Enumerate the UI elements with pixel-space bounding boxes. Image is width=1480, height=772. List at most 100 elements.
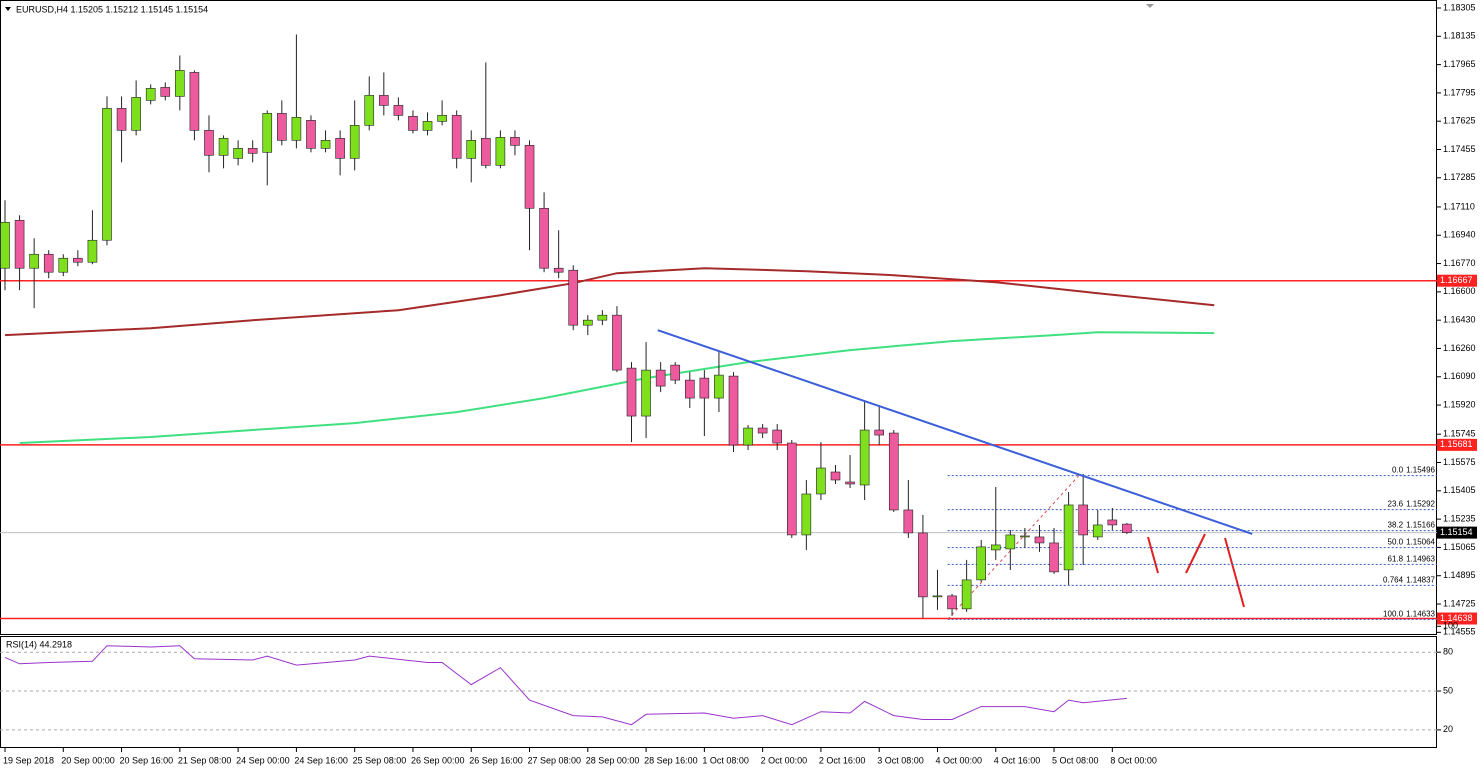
candle-body xyxy=(743,427,753,446)
candle-body xyxy=(379,95,389,106)
fib-level-name: 61.8 xyxy=(1388,555,1404,564)
y-tick-label: 1.17625 xyxy=(1443,116,1476,126)
candle-body xyxy=(597,314,608,321)
y-tick-label: 1.18305 xyxy=(1443,2,1476,12)
moving-average xyxy=(4,267,1215,337)
y-tick-label: 1.17965 xyxy=(1443,59,1476,69)
price-box-label: 1.15681 xyxy=(1440,439,1473,449)
candle-body xyxy=(29,253,39,269)
candle-body xyxy=(422,121,433,131)
candle-body xyxy=(189,72,200,131)
candle-body xyxy=(466,140,477,159)
shift-marker xyxy=(1146,4,1154,8)
y-tick-label: 1.15065 xyxy=(1443,542,1476,552)
arrow-stroke xyxy=(1224,537,1245,608)
candle-body xyxy=(626,367,637,417)
fib-level-name: 23.6 xyxy=(1388,500,1404,509)
y-tick-label: 1.16770 xyxy=(1443,258,1476,268)
x-tick-label: 26 Sep 16:00 xyxy=(469,755,523,765)
candle-body xyxy=(786,442,797,536)
candle-body xyxy=(582,319,593,326)
candle-body xyxy=(58,257,69,273)
y-tick-label: 1.15745 xyxy=(1443,429,1476,439)
candle-body xyxy=(116,108,127,131)
candle-body xyxy=(859,429,870,486)
candle-body xyxy=(670,364,681,381)
rsi-tick-label: 50 xyxy=(1443,685,1453,695)
candle-body xyxy=(772,429,783,444)
candle-body xyxy=(87,239,98,263)
x-tick-label: 3 Oct 08:00 xyxy=(877,755,924,765)
x-tick-label: 20 Sep 00:00 xyxy=(61,755,115,765)
fib-level-value: 1.14837 xyxy=(1406,575,1435,584)
x-tick-label: 28 Sep 16:00 xyxy=(644,755,698,765)
fib-label: 23.6 1.15292 xyxy=(1388,500,1436,509)
candle-body xyxy=(903,509,914,534)
candle-body xyxy=(801,493,812,536)
y-tick-label: 1.14725 xyxy=(1443,598,1476,608)
candle-body xyxy=(684,379,695,399)
y-tick-label: 1.16090 xyxy=(1443,371,1476,381)
candle-body xyxy=(830,471,841,481)
fib-level-name: 100.0 xyxy=(1383,609,1404,618)
fib-label: 38.2 1.15166 xyxy=(1388,521,1436,530)
y-tick-label: 1.15920 xyxy=(1443,399,1476,409)
current-price-label: 1.15154 xyxy=(1440,527,1473,537)
price-box xyxy=(1437,438,1477,451)
candle-body xyxy=(262,113,273,153)
candle-body xyxy=(816,467,826,495)
price-box-label: 1.16667 xyxy=(1440,275,1473,285)
y-tick-label: 1.14555 xyxy=(1443,627,1476,637)
y-tick-label: 1.15235 xyxy=(1443,513,1476,523)
x-tick-label: 24 Sep 16:00 xyxy=(294,755,348,765)
fib-label: 100.0 1.14633 xyxy=(1383,609,1436,618)
candle-body xyxy=(932,595,943,598)
y-tick-label: 1.17285 xyxy=(1443,172,1476,182)
candle-body xyxy=(43,253,54,273)
fib-level-name: 0.0 xyxy=(1392,466,1404,475)
candle-body xyxy=(874,429,885,436)
candle-body xyxy=(233,148,243,159)
candle-body xyxy=(1063,504,1074,571)
fib-label: 0.0 1.15496 xyxy=(1392,466,1436,475)
x-tick-label: 25 Sep 08:00 xyxy=(353,755,407,765)
y-tick-label: 1.16430 xyxy=(1443,315,1476,325)
menu-arrow xyxy=(5,7,11,11)
rsi-line xyxy=(4,645,1127,726)
x-tick-label: 4 Oct 00:00 xyxy=(935,755,982,765)
candle-body xyxy=(349,125,360,159)
candle-body xyxy=(451,115,462,159)
candle-body xyxy=(1005,534,1016,550)
x-tick-label: 26 Sep 00:00 xyxy=(411,755,465,765)
y-tick-label: 1.15405 xyxy=(1443,485,1476,495)
candle-body xyxy=(481,138,491,166)
candle-body xyxy=(1020,535,1030,538)
x-tick-label: 21 Sep 08:00 xyxy=(178,755,232,765)
candle-body xyxy=(437,115,447,122)
fib-level-name: 0.764 xyxy=(1383,575,1404,584)
fib-label: 0.764 1.14837 xyxy=(1383,575,1436,584)
candle-body xyxy=(757,427,768,434)
candle-body xyxy=(539,207,549,269)
annotation-arrows xyxy=(1147,533,1245,608)
candle-body xyxy=(131,97,141,131)
x-tick-label: 27 Sep 08:00 xyxy=(528,755,582,765)
candle-body xyxy=(524,145,535,209)
y-tick-label: 1.14895 xyxy=(1443,570,1476,580)
price-box-label: 1.14638 xyxy=(1440,613,1473,623)
candle-body xyxy=(1078,504,1088,536)
y-tick-label: 1.17795 xyxy=(1443,87,1476,97)
candle-body xyxy=(918,532,928,598)
candle-body xyxy=(14,219,25,269)
fib-level-value: 1.14633 xyxy=(1406,609,1435,618)
x-tick-label: 2 Oct 00:00 xyxy=(761,755,808,765)
candle-body xyxy=(612,314,622,371)
price-box xyxy=(1437,612,1477,625)
candle-body xyxy=(714,374,724,399)
candle-body xyxy=(102,108,112,241)
y-tick-label: 1.16600 xyxy=(1443,286,1476,296)
candle-body xyxy=(204,130,214,156)
